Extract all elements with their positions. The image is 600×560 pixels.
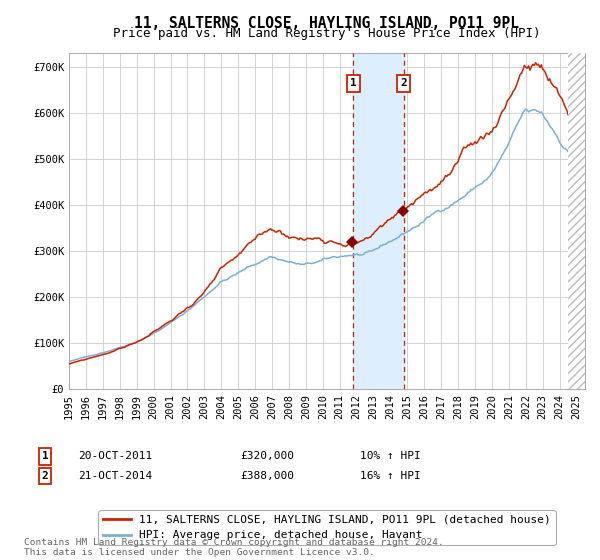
Text: 16% ↑ HPI: 16% ↑ HPI (360, 471, 421, 481)
Text: £388,000: £388,000 (240, 471, 294, 481)
Legend: 11, SALTERNS CLOSE, HAYLING ISLAND, PO11 9PL (detached house), HPI: Average pric: 11, SALTERNS CLOSE, HAYLING ISLAND, PO11… (98, 511, 556, 545)
Text: 1: 1 (350, 78, 356, 88)
Text: Contains HM Land Registry data © Crown copyright and database right 2024.
This d: Contains HM Land Registry data © Crown c… (24, 538, 444, 557)
Text: 10% ↑ HPI: 10% ↑ HPI (360, 451, 421, 461)
Bar (353, 53, 404, 389)
Bar (568, 53, 585, 389)
Text: Price paid vs. HM Land Registry's House Price Index (HPI): Price paid vs. HM Land Registry's House … (113, 27, 541, 40)
Text: 21-OCT-2014: 21-OCT-2014 (78, 471, 152, 481)
Text: 11, SALTERNS CLOSE, HAYLING ISLAND, PO11 9PL: 11, SALTERNS CLOSE, HAYLING ISLAND, PO11… (134, 16, 520, 31)
Text: 20-OCT-2011: 20-OCT-2011 (78, 451, 152, 461)
Text: £320,000: £320,000 (240, 451, 294, 461)
Text: 2: 2 (400, 78, 407, 88)
Text: 1: 1 (41, 451, 49, 461)
Text: 2: 2 (41, 471, 49, 481)
